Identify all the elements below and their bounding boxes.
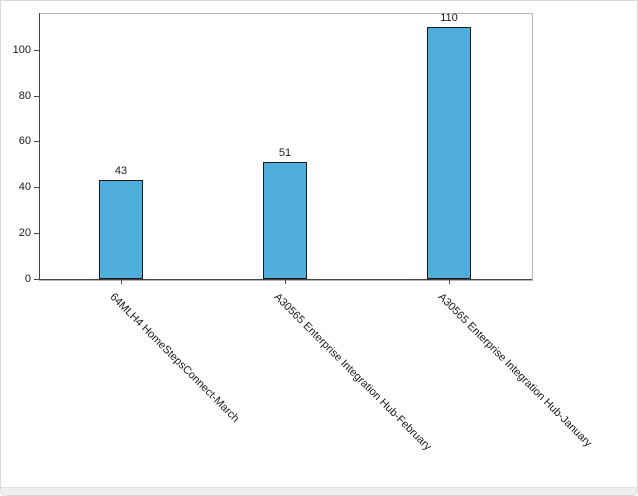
y-tick-mark xyxy=(34,187,39,189)
y-tick-label: 80 xyxy=(18,89,31,102)
y-tick-mark xyxy=(34,141,39,143)
y-tick-mark xyxy=(34,95,39,97)
x-tick-mark xyxy=(449,279,450,284)
x-tick-mark xyxy=(121,279,122,284)
y-tick-mark xyxy=(34,49,39,51)
bar xyxy=(99,180,143,279)
bottom-strip xyxy=(1,487,637,495)
bar-value-label: 51 xyxy=(278,147,292,160)
category-label: A30565 Enterprise Integration Hub-Februa… xyxy=(271,291,434,453)
category-label: 64MLH4 HomeStepsConnect-March xyxy=(107,291,242,425)
y-axis-line xyxy=(39,13,40,280)
y-tick-mark xyxy=(34,279,39,280)
y-tick-label: 40 xyxy=(18,181,31,194)
y-tick-mark xyxy=(34,233,39,235)
bar-value-label: 43 xyxy=(114,165,128,178)
y-tick-label: 20 xyxy=(18,227,31,240)
bar-value-label: 110 xyxy=(440,11,458,24)
bar xyxy=(427,26,471,279)
category-label: A30565 Enterprise Integration Hub-Januar… xyxy=(435,291,595,450)
y-tick-label: 60 xyxy=(18,135,31,148)
x-tick-mark xyxy=(285,279,286,284)
bar xyxy=(263,162,307,279)
y-tick-label: 100 xyxy=(12,43,31,56)
y-tick-label: 0 xyxy=(24,273,31,285)
